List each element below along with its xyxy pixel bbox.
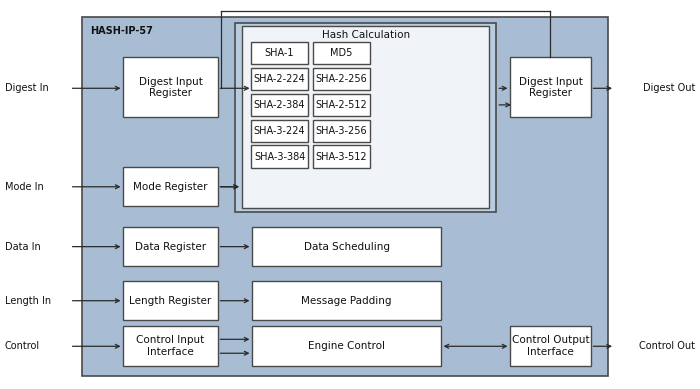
Text: SHA-2-224: SHA-2-224 [253,74,305,84]
Bar [235,23,496,212]
Text: Digest Out: Digest Out [643,83,695,93]
Bar [510,326,591,366]
Text: Control: Control [5,341,40,351]
Bar [251,119,308,142]
Bar [82,17,608,376]
Text: Data In: Data In [5,242,41,252]
Text: Mode Register: Mode Register [133,182,208,192]
Bar [253,227,440,266]
Bar [253,281,440,320]
Text: HASH-IP-57: HASH-IP-57 [90,26,153,37]
Bar [242,26,489,208]
Text: Hash Calculation: Hash Calculation [321,30,410,40]
Text: SHA-3-224: SHA-3-224 [254,126,305,136]
Text: SHA-2-384: SHA-2-384 [254,100,305,110]
Text: MD5: MD5 [330,48,353,58]
Text: Control Output
Interface: Control Output Interface [512,335,589,357]
Text: Length Register: Length Register [130,296,211,306]
Text: Digest In: Digest In [5,83,48,93]
Bar [123,167,218,206]
Bar [510,58,591,117]
Bar [123,281,218,320]
Text: Digest Input
Register: Digest Input Register [519,77,582,98]
Bar [123,227,218,266]
Bar [251,145,308,168]
Bar [313,68,370,90]
Bar [123,326,218,366]
Text: SHA-2-512: SHA-2-512 [316,100,368,110]
Text: SHA-2-256: SHA-2-256 [316,74,368,84]
Text: Control Input
Interface: Control Input Interface [136,335,204,357]
Text: SHA-3-512: SHA-3-512 [316,152,368,162]
Text: Control Out: Control Out [639,341,695,351]
Bar [313,94,370,116]
Bar [251,68,308,90]
Bar [313,145,370,168]
Text: Mode In: Mode In [5,182,43,192]
Text: Engine Control: Engine Control [308,341,385,351]
Bar [313,119,370,142]
Bar [251,42,308,64]
Text: SHA-3-384: SHA-3-384 [254,152,305,162]
Bar [251,94,308,116]
Text: Length In: Length In [5,296,51,306]
Text: Message Padding: Message Padding [301,296,392,306]
Bar [313,42,370,64]
Bar [253,326,440,366]
Bar [123,58,218,117]
Text: Digest Input
Register: Digest Input Register [139,77,202,98]
Text: SHA-3-256: SHA-3-256 [316,126,368,136]
Text: SHA-1: SHA-1 [265,48,294,58]
Text: Data Register: Data Register [135,242,206,252]
Text: Data Scheduling: Data Scheduling [304,242,389,252]
